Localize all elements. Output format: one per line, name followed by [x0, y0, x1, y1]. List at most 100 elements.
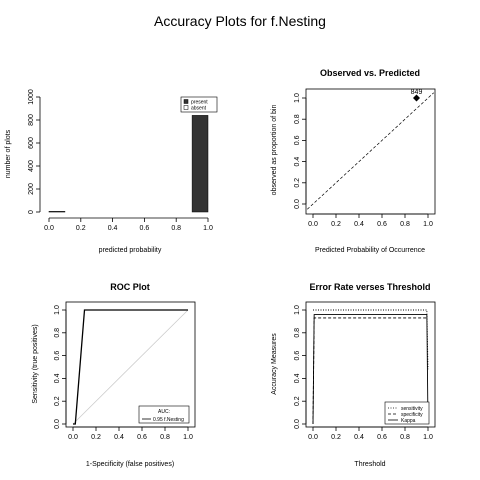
roc-legend-box [138, 405, 190, 424]
x-tick-label: 0.0 [308, 434, 318, 441]
x-tick-label: 0.2 [331, 434, 341, 441]
x-tick-label: 0.4 [354, 434, 364, 441]
y-tick-label: 0.8 [294, 328, 301, 338]
roc-series [73, 309, 188, 425]
y-tick-label: 0.4 [294, 157, 301, 167]
legend-entry-kappa: Kappa [401, 418, 416, 424]
calibration-reference-line [307, 92, 434, 210]
calibration-plot-frame [305, 88, 436, 215]
error-rate-line-specificity [312, 317, 428, 425]
histogram-panel: 0.0 0.2 0.4 0.6 0.8 1.0 0 200 400 600 800 1000 pre… [5, 89, 218, 254]
y-tick-label: 0.0 [294, 419, 301, 429]
y-tick-label: 800 [28, 114, 35, 126]
error-rate-panel: Error Rate verses Threshold 0.0 0.2 0.4 0.6… [271, 282, 436, 468]
y-tick-label: 1.0 [54, 305, 61, 315]
y-tick-label: 0.2 [294, 178, 301, 188]
error-rate-x-axis: 0.0 0.2 0.4 0.6 0.8 1.0 [308, 426, 433, 441]
legend-entry-present: present [191, 100, 208, 106]
error-rate-legend: sensitivity specificity Kappa [384, 401, 430, 425]
roc-legend: AUC: 0.95 f.Nesting [138, 405, 190, 424]
error-rate-y-axis: 0.0 0.2 0.4 0.6 0.8 1.0 [294, 305, 307, 429]
x-tick-label: 1.0 [423, 221, 433, 228]
x-tick-label: 0.2 [331, 221, 341, 228]
histogram-bars [48, 115, 209, 213]
x-tick-label: 0.2 [91, 434, 101, 441]
y-tick-label: 0.6 [294, 135, 301, 145]
x-tick-label: 0.4 [354, 221, 364, 228]
calibration-y-label: observed as proportion of bin [271, 105, 278, 196]
calibration-x-label: Predicted Probability of Occurrence [315, 247, 425, 254]
x-tick-label: 0.8 [400, 434, 410, 441]
error-rate-legend-box [384, 401, 430, 425]
roc-reference-line [72, 309, 189, 425]
x-tick-label: 0.0 [44, 225, 54, 232]
roc-legend-entry: 0.95 f.Nesting [153, 417, 184, 423]
histogram-legend-box [180, 96, 218, 113]
calibration-panel: Observed vs. Predicted 0.0 0.2 0.4 0.6 0.8 1.… [271, 68, 436, 254]
x-tick-label: 0.6 [137, 434, 147, 441]
error-rate-y-label: Accuracy Measures [271, 333, 278, 395]
x-tick-label: 0.2 [76, 225, 86, 232]
error-rate-line-kappa [312, 314, 429, 425]
y-tick-label: 0.2 [54, 396, 61, 406]
x-tick-label: 0.6 [377, 221, 387, 228]
histogram-y-axis: 0 200 400 600 800 1000 [28, 89, 41, 214]
y-tick-label: 200 [28, 183, 35, 195]
legend-entry-absent: absent [191, 106, 207, 112]
calibration-point [413, 94, 420, 102]
page-title: Accuracy Plots for f.Nesting [154, 13, 326, 29]
x-tick-label: 1.0 [203, 225, 213, 232]
calibration-y-axis: 0.0 0.2 0.4 0.6 0.8 1.0 [294, 93, 307, 209]
calibration-x-axis: 0.0 0.2 0.4 0.6 0.8 1.0 [308, 213, 433, 228]
legend-entry-sensitivity: sensitivity [401, 406, 423, 412]
calibration-points: 849 [411, 89, 423, 102]
roc-title: ROC Plot [110, 282, 150, 292]
error-rate-title: Error Rate verses Threshold [309, 282, 430, 292]
x-tick-label: 0.8 [160, 434, 170, 441]
histogram-bar-absent [48, 211, 66, 213]
roc-y-axis: 0.0 0.2 0.4 0.6 0.8 1.0 [54, 305, 67, 429]
y-tick-label: 1000 [28, 89, 35, 105]
roc-curve [73, 309, 188, 425]
y-tick-label: 0.8 [294, 114, 301, 124]
x-tick-label: 1.0 [423, 434, 433, 441]
calibration-point-label: 849 [411, 89, 423, 96]
x-tick-label: 0.4 [108, 225, 118, 232]
x-tick-label: 0.8 [171, 225, 181, 232]
y-tick-label: 0.8 [54, 328, 61, 338]
legend-swatch-present [183, 99, 189, 104]
x-tick-label: 0.0 [68, 434, 78, 441]
y-tick-label: 0 [28, 210, 35, 214]
error-rate-x-label: Threshold [354, 461, 385, 468]
legend-swatch-absent [183, 105, 189, 110]
histogram-x-axis: 0.0 0.2 0.4 0.6 0.8 1.0 [44, 217, 213, 232]
error-rate-series [312, 309, 429, 425]
error-rate-line-sensitivity [313, 309, 429, 370]
roc-x-axis: 0.0 0.2 0.4 0.6 0.8 1.0 [68, 426, 193, 441]
x-tick-label: 0.8 [400, 221, 410, 228]
roc-x-label: 1-Specificity (false positives) [86, 461, 174, 468]
x-tick-label: 1.0 [183, 434, 193, 441]
y-tick-label: 0.0 [294, 199, 301, 209]
histogram-x-label: predicted probability [99, 247, 162, 254]
calibration-title: Observed vs. Predicted [320, 68, 420, 78]
x-tick-label: 0.4 [114, 434, 124, 441]
roc-y-label: Sensitivity (true positives) [32, 324, 39, 403]
x-tick-label: 0.6 [377, 434, 387, 441]
y-tick-label: 1.0 [294, 93, 301, 103]
y-tick-label: 0.6 [294, 351, 301, 361]
histogram-y-label: number of plots [5, 129, 12, 178]
y-tick-label: 0.0 [54, 419, 61, 429]
y-tick-label: 400 [28, 160, 35, 172]
y-tick-label: 0.4 [294, 373, 301, 383]
y-tick-label: 1.0 [294, 305, 301, 315]
x-tick-label: 0.0 [308, 221, 318, 228]
y-tick-label: 0.2 [294, 396, 301, 406]
histogram-bar-present [191, 115, 209, 213]
legend-entry-specificity: specificity [401, 412, 423, 418]
y-tick-label: 600 [28, 137, 35, 149]
y-tick-label: 0.6 [54, 351, 61, 361]
histogram-legend: present absent [180, 96, 218, 113]
